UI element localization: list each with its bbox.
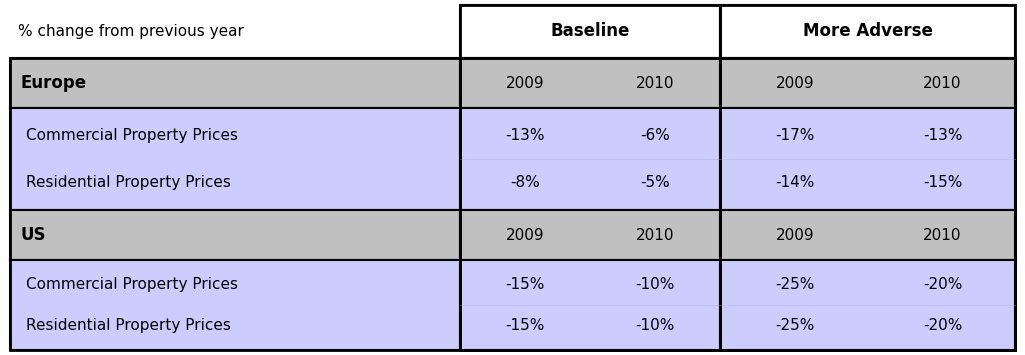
- Bar: [720, 108, 1015, 210]
- Bar: [720, 210, 1015, 260]
- Text: US: US: [20, 226, 45, 244]
- Text: -5%: -5%: [641, 175, 670, 190]
- Text: 2009: 2009: [505, 228, 544, 242]
- Text: -25%: -25%: [775, 318, 815, 333]
- Text: 2009: 2009: [776, 76, 814, 91]
- Bar: [10, 260, 460, 350]
- Text: -6%: -6%: [640, 128, 670, 143]
- Bar: [460, 5, 720, 350]
- Bar: [460, 108, 720, 210]
- Text: -17%: -17%: [775, 128, 815, 143]
- Text: Europe: Europe: [20, 74, 86, 92]
- Bar: [10, 58, 1015, 350]
- Bar: [720, 58, 1015, 350]
- Text: 2010: 2010: [636, 228, 674, 242]
- Text: -20%: -20%: [922, 318, 962, 333]
- Bar: [720, 260, 1015, 350]
- Bar: [720, 58, 1015, 108]
- Bar: [460, 58, 720, 108]
- Text: 2010: 2010: [636, 76, 674, 91]
- Bar: [460, 210, 720, 260]
- Text: Baseline: Baseline: [550, 22, 629, 40]
- Bar: [720, 5, 1015, 58]
- Bar: [10, 210, 460, 260]
- Text: -20%: -20%: [922, 277, 962, 292]
- Text: 2010: 2010: [924, 228, 961, 242]
- Text: -15%: -15%: [505, 277, 544, 292]
- Bar: [460, 260, 720, 350]
- Text: Residential Property Prices: Residential Property Prices: [26, 175, 231, 190]
- Bar: [10, 5, 460, 58]
- Bar: [460, 5, 720, 58]
- Text: 2009: 2009: [505, 76, 544, 91]
- Text: Commercial Property Prices: Commercial Property Prices: [26, 277, 238, 292]
- Text: Commercial Property Prices: Commercial Property Prices: [26, 128, 238, 143]
- Text: More Adverse: More Adverse: [803, 22, 933, 40]
- Bar: [720, 5, 1015, 350]
- Text: -15%: -15%: [922, 175, 962, 190]
- Bar: [10, 108, 460, 210]
- Text: -10%: -10%: [636, 277, 674, 292]
- Text: Residential Property Prices: Residential Property Prices: [26, 318, 231, 333]
- Bar: [10, 58, 460, 108]
- Bar: [460, 58, 720, 350]
- Text: -8%: -8%: [510, 175, 540, 190]
- Text: -13%: -13%: [505, 128, 544, 143]
- Text: % change from previous year: % change from previous year: [18, 24, 244, 39]
- Text: -15%: -15%: [505, 318, 544, 333]
- Text: 2009: 2009: [776, 228, 814, 242]
- Text: -25%: -25%: [775, 277, 815, 292]
- Text: -14%: -14%: [775, 175, 815, 190]
- Text: -13%: -13%: [922, 128, 962, 143]
- Text: 2010: 2010: [924, 76, 961, 91]
- Text: -10%: -10%: [636, 318, 674, 333]
